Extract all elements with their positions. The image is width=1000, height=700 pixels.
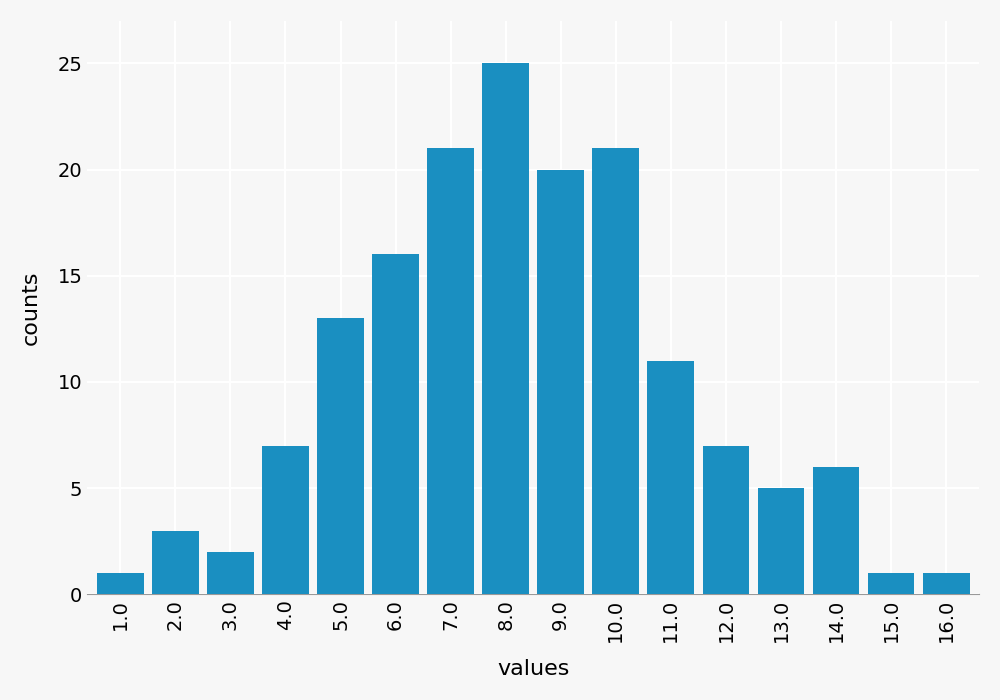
Bar <box>262 446 309 594</box>
Bar <box>97 573 144 594</box>
Bar <box>372 255 419 594</box>
Bar <box>813 467 859 594</box>
X-axis label: values: values <box>497 659 569 679</box>
Bar <box>482 63 529 594</box>
Bar <box>592 148 639 594</box>
Bar <box>758 488 804 594</box>
Bar <box>207 552 254 594</box>
Bar <box>427 148 474 594</box>
Bar <box>703 446 749 594</box>
Bar <box>152 531 199 594</box>
Y-axis label: counts: counts <box>21 270 41 345</box>
Bar <box>537 169 584 594</box>
Bar <box>868 573 914 594</box>
Bar <box>923 573 970 594</box>
Bar <box>317 318 364 594</box>
Bar <box>647 360 694 594</box>
